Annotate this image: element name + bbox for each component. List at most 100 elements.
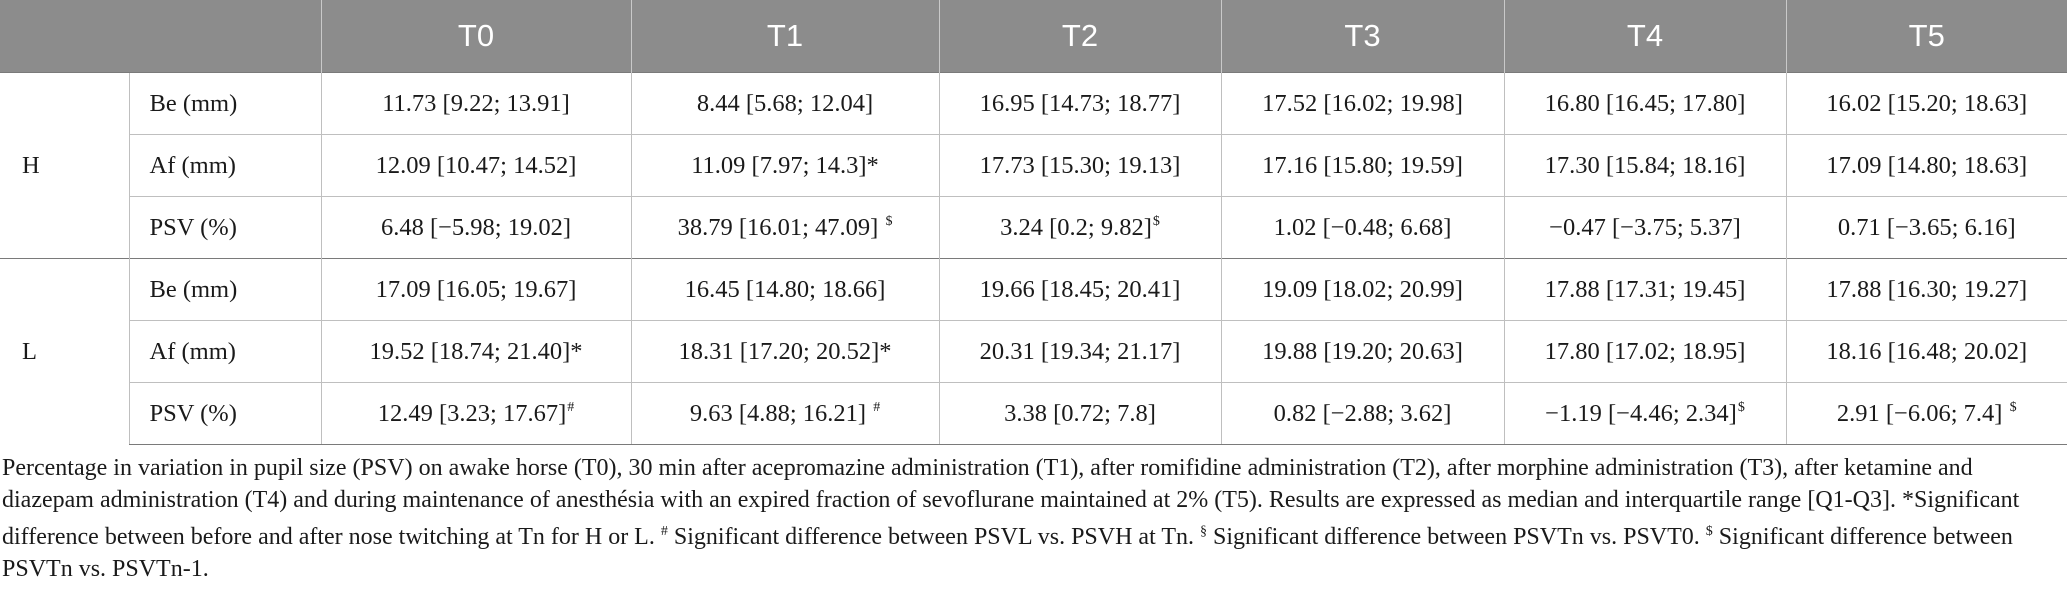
footnote-text: Significant difference between PSVTn vs.… xyxy=(2,524,2013,582)
parameter-label: Af (mm) xyxy=(128,320,321,383)
significance-marker: # xyxy=(567,400,575,416)
value-cell: 38.79 [16.01; 47.09] $ xyxy=(630,196,939,259)
cell-value: 17.16 [15.80; 19.59] xyxy=(1262,151,1463,179)
cell-value: 6.48 [−5.98; 19.02] xyxy=(380,213,572,241)
group-label: L xyxy=(0,258,129,445)
cell-value: 17.80 [17.02; 18.95] xyxy=(1544,337,1746,365)
cell-value: 17.30 [15.84; 18.16] xyxy=(1544,151,1746,179)
value-cell: 16.95 [14.73; 18.77] xyxy=(938,72,1221,135)
results-table: T0 T1 T2 T3 T4 T5 H Be (mm) 11.73 [9.22; 13.91]… xyxy=(0,0,2067,445)
value-cell: 20.31 [19.34; 21.17] xyxy=(938,320,1221,383)
value-cell: 17.73 [15.30; 19.13] xyxy=(938,134,1221,197)
cell-value: 16.45 [14.80; 18.66] xyxy=(684,275,886,303)
table-row: Af (mm) 19.52 [18.74; 21.40]* 18.31 [17.20… xyxy=(0,320,2067,383)
value-cell: 19.09 [18.02; 20.99] xyxy=(1220,258,1504,321)
cell-value: 19.66 [18.45; 20.41] xyxy=(979,275,1181,303)
value-cell: 16.80 [16.45; 17.80] xyxy=(1503,72,1786,135)
cell-value: 16.95 [14.73; 18.77] xyxy=(979,89,1181,117)
table-row: H Be (mm) 11.73 [9.22; 13.91] 8.44 [5.68; 1… xyxy=(0,72,2067,259)
value-cell: 6.48 [−5.98; 19.02] xyxy=(320,196,631,259)
value-cell: −1.19 [−4.46; 2.34]$ xyxy=(1503,382,1786,445)
footnote-text: Percentage in variation in pupil size (P… xyxy=(2,455,2020,550)
value-cell: 8.44 [5.68; 12.04] xyxy=(630,72,939,135)
value-cell: 0.71 [−3.65; 6.16] xyxy=(1785,196,2067,259)
value-cell: 17.30 [15.84; 18.16] xyxy=(1503,134,1786,197)
cell-value: 11.09 [7.97; 14.3]* xyxy=(691,151,879,179)
footnote-symbol: § xyxy=(1199,524,1207,539)
table-header-row: T0 T1 T2 T3 T4 T5 xyxy=(0,0,2067,73)
parameter-label: Be (mm) xyxy=(128,258,321,321)
cell-value: 17.88 [17.31; 19.45] xyxy=(1544,275,1746,303)
value-cell: 16.02 [15.20; 18.63] xyxy=(1785,72,2067,135)
value-cell: 3.24 [0.2; 9.82]$ xyxy=(938,196,1221,259)
cell-value: 2.91 [−6.06; 7.4] xyxy=(1836,399,2009,427)
table-row: PSV (%) 6.48 [−5.98; 19.02] 38.79 [16.01; … xyxy=(0,196,2067,259)
table-footnote: Percentage in variation in pupil size (P… xyxy=(2,452,2062,585)
cell-value: 3.24 [0.2; 9.82] xyxy=(1000,213,1152,241)
parameter-label: Be (mm) xyxy=(128,72,321,135)
value-cell: 17.09 [16.05; 19.67] xyxy=(320,258,631,321)
cell-value: 9.63 [4.88; 16.21] xyxy=(689,399,873,427)
cell-value: 38.79 [16.01; 47.09] xyxy=(677,213,885,241)
cell-value: 12.09 [10.47; 14.52] xyxy=(375,151,577,179)
footnote-text: Significant difference between PSVTn vs.… xyxy=(1206,524,1706,550)
value-cell: 19.66 [18.45; 20.41] xyxy=(938,258,1221,321)
cell-value: 19.52 [18.74; 21.40]* xyxy=(369,337,583,365)
value-cell: 1.02 [−0.48; 6.68] xyxy=(1220,196,1504,259)
column-header-t0: T0 xyxy=(320,0,631,73)
value-cell: 12.09 [10.47; 14.52] xyxy=(320,134,631,197)
cell-value: 16.80 [16.45; 17.80] xyxy=(1544,89,1746,117)
value-cell: 11.73 [9.22; 13.91] xyxy=(320,72,631,135)
table-row: Af (mm) 12.09 [10.47; 14.52] 11.09 [7.97; … xyxy=(0,134,2067,197)
parameter-label: PSV (%) xyxy=(128,196,321,259)
cell-value: 17.52 [16.02; 19.98] xyxy=(1262,89,1463,117)
cell-value: 17.73 [15.30; 19.13] xyxy=(979,151,1181,179)
cell-value: 19.88 [19.20; 20.63] xyxy=(1262,337,1463,365)
cell-value: 1.02 [−0.48; 6.68] xyxy=(1273,213,1452,241)
value-cell: 12.49 [3.23; 17.67]# xyxy=(320,382,631,445)
cell-value: 8.44 [5.68; 12.04] xyxy=(696,89,874,117)
cell-value: 16.02 [15.20; 18.63] xyxy=(1826,89,2028,117)
significance-marker: $ xyxy=(1737,400,1745,416)
table-row: L Be (mm) 17.09 [16.05; 19.67] 16.45 [14.80… xyxy=(0,258,2067,445)
cell-value: 12.49 [3.23; 17.67] xyxy=(377,399,567,427)
significance-marker: $ xyxy=(2009,400,2017,416)
cell-value: −0.47 [−3.75; 5.37] xyxy=(1549,213,1741,241)
column-header-t4: T4 xyxy=(1503,0,1786,73)
value-cell: 16.45 [14.80; 18.66] xyxy=(630,258,939,321)
significance-marker: # xyxy=(873,400,881,416)
table-row: PSV (%) 12.49 [3.23; 17.67]# 9.63 [4.88; 1… xyxy=(0,382,2067,445)
value-cell: 9.63 [4.88; 16.21] # xyxy=(630,382,939,445)
value-cell: −0.47 [−3.75; 5.37] xyxy=(1503,196,1786,259)
footnote-symbol: # xyxy=(660,524,668,539)
parameter-label: PSV (%) xyxy=(128,382,321,445)
cell-value: 11.73 [9.22; 13.91] xyxy=(382,89,570,117)
value-cell: 18.16 [16.48; 20.02] xyxy=(1785,320,2067,383)
column-header-t3: T3 xyxy=(1220,0,1504,73)
cell-value: 17.09 [14.80; 18.63] xyxy=(1826,151,2028,179)
value-cell: 3.38 [0.72; 7.8] xyxy=(938,382,1221,445)
column-header-t5: T5 xyxy=(1785,0,2067,73)
cell-value: 3.38 [0.72; 7.8] xyxy=(1004,399,1156,427)
significance-marker: $ xyxy=(1152,214,1160,230)
footnote-symbol: $ xyxy=(1705,524,1713,539)
value-cell: 11.09 [7.97; 14.3]* xyxy=(630,134,939,197)
cell-value: 18.16 [16.48; 20.02] xyxy=(1826,337,2028,365)
column-header-blank xyxy=(0,0,129,73)
value-cell: 19.52 [18.74; 21.40]* xyxy=(320,320,631,383)
column-header-blank xyxy=(129,0,321,73)
cell-value: 19.09 [18.02; 20.99] xyxy=(1262,275,1463,303)
footnote-text: Significant difference between PSVL vs. … xyxy=(667,524,1200,550)
value-cell: 17.80 [17.02; 18.95] xyxy=(1503,320,1786,383)
cell-value: 0.82 [−2.88; 3.62] xyxy=(1273,399,1452,427)
cell-value: 18.31 [17.20; 20.52]* xyxy=(678,337,892,365)
value-cell: 18.31 [17.20; 20.52]* xyxy=(630,320,939,383)
value-cell: 17.16 [15.80; 19.59] xyxy=(1220,134,1504,197)
value-cell: 17.09 [14.80; 18.63] xyxy=(1785,134,2067,197)
cell-value: −1.19 [−4.46; 2.34] xyxy=(1545,399,1737,427)
column-header-t2: T2 xyxy=(938,0,1221,73)
cell-value: 17.88 [16.30; 19.27] xyxy=(1826,275,2028,303)
value-cell: 2.91 [−6.06; 7.4] $ xyxy=(1785,382,2067,445)
value-cell: 17.52 [16.02; 19.98] xyxy=(1220,72,1504,135)
cell-value: 0.71 [−3.65; 6.16] xyxy=(1837,213,2016,241)
